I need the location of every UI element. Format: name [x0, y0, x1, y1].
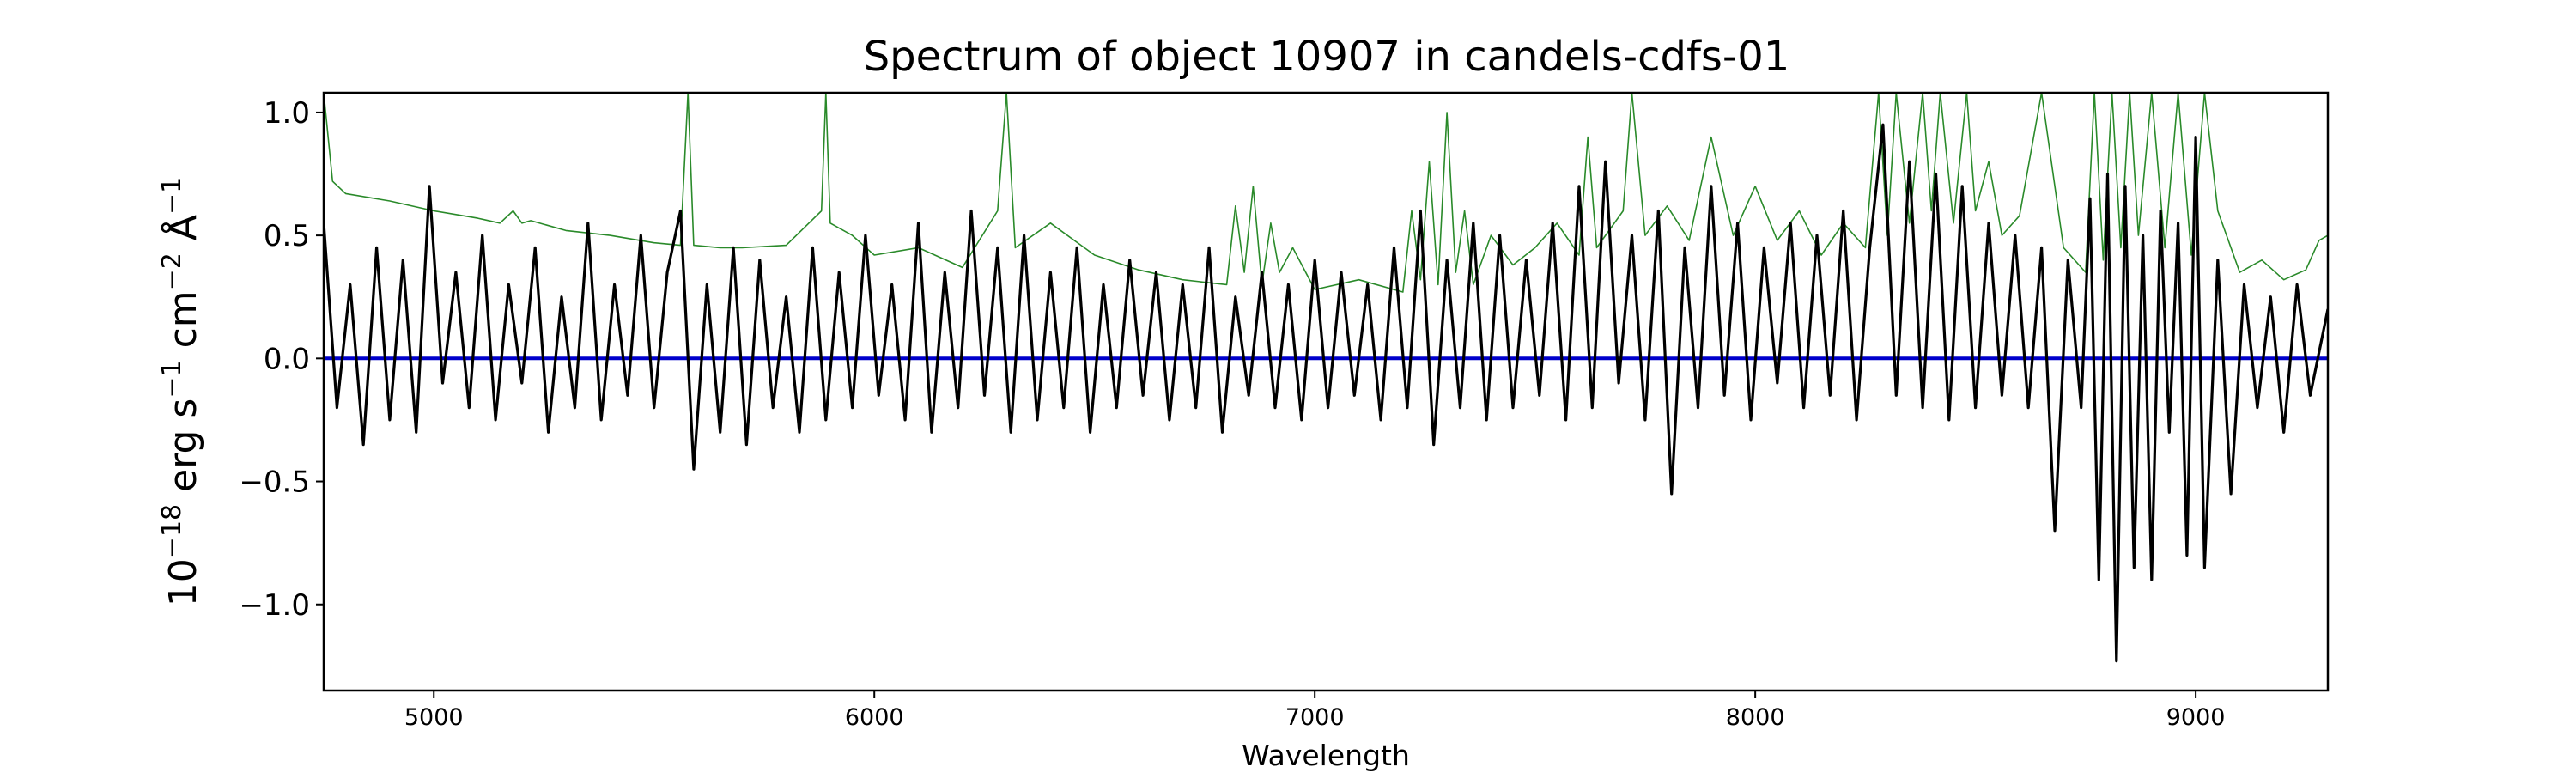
- flux-series-line: [324, 123, 2328, 663]
- plot-frame: [322, 91, 2330, 692]
- y-tick-label: 0.0: [264, 342, 310, 376]
- plot-area: [324, 93, 2328, 663]
- x-axis-label: Wavelength: [1242, 739, 1410, 772]
- x-tick-label: 7000: [1285, 704, 1345, 731]
- chart-title: Spectrum of object 10907 in candels-cdfs…: [864, 33, 1790, 81]
- error-series-line: [324, 93, 2328, 293]
- x-tick-label: 8000: [1726, 704, 1785, 731]
- x-tick-label: 9000: [2166, 704, 2226, 731]
- y-tick-label: −1.0: [239, 588, 310, 623]
- y-tick-label: 1.0: [264, 96, 310, 131]
- y-axis-label: 10−18 erg s−1 cm−2 Å−1: [157, 177, 205, 606]
- x-tick-label: 5000: [404, 704, 464, 731]
- x-axis: 5000 6000 7000 8000 9000: [404, 691, 2226, 731]
- y-tick-label: −0.5: [239, 466, 310, 500]
- y-axis: 1.0 0.5 0.0 −0.5 −1.0: [239, 96, 324, 623]
- y-tick-label: 0.5: [264, 219, 310, 253]
- x-tick-label: 6000: [845, 704, 904, 731]
